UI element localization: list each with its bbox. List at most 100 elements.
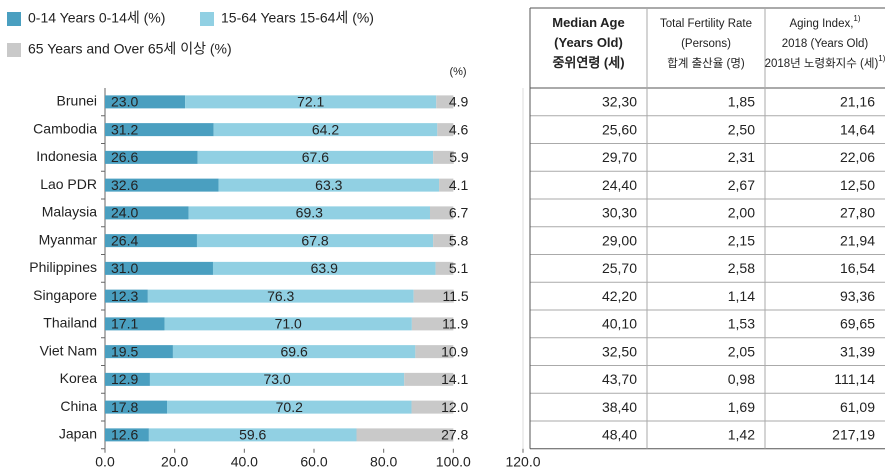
- category-label: Lao PDR: [40, 176, 97, 192]
- bar-segment: [105, 150, 198, 164]
- table-cell: 25,60: [602, 121, 637, 137]
- value-label: 63.3: [315, 177, 342, 193]
- bar-segment: [413, 289, 454, 303]
- bar-segment: [185, 95, 437, 109]
- value-label: 73.0: [263, 371, 290, 387]
- bar-segment: [404, 372, 454, 386]
- x-tick-label: 60.0: [300, 454, 327, 470]
- value-label: 17.8: [111, 399, 138, 415]
- footnote-mark: 1): [878, 54, 885, 63]
- table-cell: 48,40: [602, 427, 637, 443]
- bar-segment: [105, 234, 197, 248]
- bar-segment: [105, 261, 213, 275]
- legend-label: 0-14 Years 0-14세 (%): [28, 10, 165, 26]
- value-label: 69.3: [296, 205, 323, 221]
- value-label: 12.0: [441, 399, 468, 415]
- table-cell: 30,30: [602, 205, 637, 221]
- category-label: Cambodia: [33, 120, 97, 136]
- bar-segment: [164, 317, 412, 331]
- bar-segment: [105, 95, 186, 109]
- bar-segment: [105, 123, 214, 137]
- value-label: 31.2: [111, 121, 138, 137]
- table-cell: 21,16: [840, 94, 875, 110]
- bar-segment: [437, 123, 454, 137]
- value-label: 71.0: [275, 316, 302, 332]
- value-label: 24.0: [111, 205, 138, 221]
- bar-segment: [105, 206, 189, 220]
- table-cell: 32,50: [602, 343, 637, 359]
- category-label: Philippines: [29, 259, 97, 275]
- footnote-mark: 1): [853, 14, 860, 23]
- table-cell: 43,70: [602, 371, 637, 387]
- table-cell: 2,58: [728, 260, 755, 276]
- bar-segment: [147, 289, 414, 303]
- legend-swatch: [7, 43, 21, 57]
- table-cell: 69,65: [840, 316, 875, 332]
- bar-segment: [213, 123, 438, 137]
- legend-swatch: [7, 12, 21, 26]
- bar-segment: [436, 95, 454, 109]
- table-cell: 2,00: [728, 205, 755, 221]
- bar-segment: [149, 372, 405, 386]
- table-cell: 1,85: [728, 94, 755, 110]
- category-label: Indonesia: [36, 148, 97, 164]
- value-label: 5.9: [449, 149, 469, 165]
- table-cell: 31,39: [840, 343, 875, 359]
- bar-segment: [218, 178, 440, 192]
- table-cell: 38,40: [602, 399, 637, 415]
- bar-segment: [415, 345, 454, 359]
- table-cell: 32,30: [602, 94, 637, 110]
- legend-label: 65 Years and Over 65세 이상 (%): [28, 41, 232, 57]
- category-label: Malaysia: [42, 204, 97, 220]
- table-cell: 1,14: [728, 288, 755, 304]
- header-line: 중위연령 (세): [552, 55, 624, 70]
- bar-segment: [196, 234, 434, 248]
- legend-swatch: [200, 12, 214, 26]
- category-label: Thailand: [43, 315, 97, 331]
- value-label: 31.0: [111, 260, 138, 276]
- table-cell: 12,50: [840, 177, 875, 193]
- category-label: Viet Nam: [40, 342, 97, 358]
- category-label: Korea: [60, 370, 98, 386]
- header-line: 2018 (Years Old): [782, 38, 869, 50]
- header-line: (Years Old): [554, 35, 623, 50]
- value-label: 26.6: [111, 149, 138, 165]
- bar-segment: [197, 150, 434, 164]
- table-header: Median Age: [552, 15, 624, 30]
- bar-segment: [105, 289, 148, 303]
- table-cell: 2,67: [728, 177, 755, 193]
- table-header: Total Fertility Rate: [660, 18, 752, 30]
- value-label: 10.9: [441, 343, 468, 359]
- value-label: 11.9: [442, 316, 468, 332]
- value-label: 27.8: [441, 427, 468, 443]
- bar-segment: [105, 317, 165, 331]
- table-cell: 29,70: [602, 149, 637, 165]
- value-label: 67.8: [301, 232, 328, 248]
- value-label: 4.1: [449, 177, 469, 193]
- bar-segment: [105, 372, 150, 386]
- value-label: 12.3: [111, 288, 138, 304]
- table-header: 중위연령 (세): [552, 55, 624, 70]
- value-label: 32.6: [111, 177, 138, 193]
- header-line: Aging Index,: [789, 18, 853, 30]
- category-label: Brunei: [57, 93, 97, 109]
- header-line: Median Age: [552, 15, 624, 30]
- value-label: 5.1: [449, 260, 469, 276]
- table-header: 합계 출산율 (명): [667, 57, 745, 70]
- value-label: 67.6: [302, 149, 329, 165]
- table-cell: 1,42: [728, 427, 755, 443]
- value-label: 26.4: [111, 232, 138, 248]
- bar-segment: [435, 261, 454, 275]
- value-label: 76.3: [267, 288, 294, 304]
- value-label: 6.7: [449, 205, 469, 221]
- x-tick-label: 20.0: [161, 454, 188, 470]
- bar-segment: [212, 261, 436, 275]
- bar-segment: [433, 150, 454, 164]
- category-label: Japan: [59, 426, 97, 442]
- value-label: 70.2: [276, 399, 303, 415]
- bar-segment: [356, 428, 454, 442]
- bar-segment: [148, 428, 357, 442]
- x-tick-label: 0.0: [95, 454, 115, 470]
- table-cell: 40,10: [602, 316, 637, 332]
- value-label: 4.6: [449, 121, 469, 137]
